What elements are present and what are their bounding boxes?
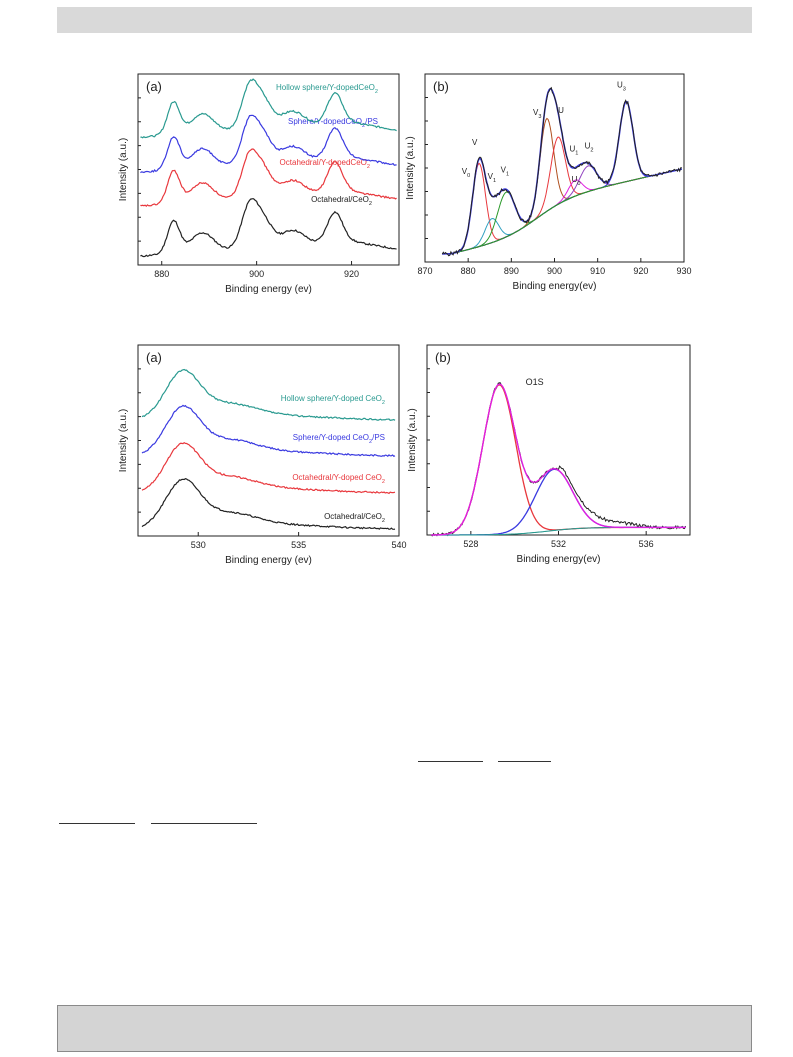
- series-line: [141, 478, 396, 530]
- ce3d-fit-xtick-label: 890: [504, 266, 519, 276]
- peak-label: U: [558, 106, 564, 115]
- ce3d-fit-ylabel: Intensity (a.u.): [405, 136, 416, 199]
- peak-label: V1: [488, 172, 496, 184]
- ce3d-stack-ylabel: Intensity (a.u.): [118, 138, 129, 201]
- ce3d-stack-xtick-label: 920: [344, 269, 359, 279]
- series-line: [141, 441, 396, 495]
- legend-label: Octahedral/CeO2: [324, 512, 385, 524]
- legend-label: Octahedral/CeO2: [311, 195, 372, 207]
- peak-label: U3: [617, 81, 626, 93]
- raw-data-line: [441, 86, 682, 257]
- ce3d-fit-xlabel: Binding energy(ev): [513, 281, 597, 292]
- fit-component: [442, 165, 682, 255]
- fit-component: [442, 136, 682, 255]
- o1s-fit-frame: [426, 344, 691, 536]
- fit-component: [442, 168, 682, 255]
- o1s-stack-xtick-label: 540: [391, 540, 406, 550]
- text-underline: [498, 761, 551, 762]
- o1s-fit-xtick-label: 528: [463, 539, 478, 549]
- legend-label: Sphere/Y-dopedCeO2/PS: [288, 117, 378, 129]
- ce3d-fit-xtick-label: 870: [417, 266, 432, 276]
- text-underline: [59, 823, 135, 824]
- o1s-fit-ylabel: Intensity (a.u.): [407, 408, 418, 471]
- ce3d-fit-xtick-label: 930: [676, 266, 691, 276]
- o1s-stack-ylabel: Intensity (a.u.): [118, 409, 129, 472]
- background-line: [442, 168, 682, 255]
- peak-label: U2: [585, 141, 594, 153]
- legend-label: Sphere/Y-doped CeO2/PS: [293, 433, 385, 445]
- fit-component: [442, 117, 682, 255]
- peak-label: U0: [572, 175, 581, 187]
- ce3d-stack-xtick-label: 900: [249, 269, 264, 279]
- o1s-fit-xlabel: Binding energy(ev): [517, 554, 601, 565]
- ce3d-fit-xtick-label: 910: [590, 266, 605, 276]
- series-line: [140, 197, 397, 258]
- o1s-stack-xlabel: Binding energy (ev): [225, 555, 312, 566]
- ce3d-stack-panel-label: (a): [146, 79, 162, 94]
- ce3d-fit-xtick-label: 920: [633, 266, 648, 276]
- o1s-annotation: O1S: [526, 377, 544, 387]
- raw-data-line: [431, 382, 687, 537]
- peak-label: V: [472, 138, 478, 147]
- series-line: [141, 404, 396, 458]
- o1s-stack-xtick-label: 535: [291, 540, 306, 550]
- series-line: [141, 368, 396, 421]
- header-bar: [57, 7, 752, 33]
- series-line: [140, 148, 397, 208]
- o1s-fit-panel-label: (b): [435, 350, 451, 365]
- peak-label: U1: [569, 145, 578, 157]
- legend-label: Octahedral/Y-dopedCeO2: [280, 158, 370, 170]
- series-line: [140, 78, 397, 139]
- footer-bar: [57, 1005, 752, 1052]
- ce3d-fit-xtick-label: 900: [547, 266, 562, 276]
- peak-label: V0: [462, 167, 470, 179]
- fit-envelope: [431, 383, 686, 536]
- o1s-fit-xtick-label: 532: [551, 539, 566, 549]
- o1s-stack-xtick-label: 530: [191, 540, 206, 550]
- fit-component: [442, 168, 682, 255]
- o1s-stack-panel-label: (a): [146, 350, 162, 365]
- peak-label: V3: [533, 108, 541, 120]
- ce3d-fit-xtick-label: 880: [461, 266, 476, 276]
- ce3d-fit-panel-label: (b): [433, 79, 449, 94]
- fit-component: [442, 168, 682, 255]
- fit-component: [431, 468, 686, 536]
- peak-label: V1: [501, 165, 509, 177]
- fit-component: [431, 384, 686, 536]
- text-underline: [418, 761, 483, 762]
- legend-label: Hollow sphere/Y-dopedCeO2: [276, 83, 378, 95]
- legend-label: Hollow sphere/Y-doped CeO2: [281, 394, 385, 406]
- ce3d-stack-xlabel: Binding energy (ev): [225, 284, 312, 295]
- fit-component: [442, 101, 682, 255]
- series-line: [140, 114, 397, 174]
- ce3d-stack-xtick-label: 880: [154, 269, 169, 279]
- legend-label: Octahedral/Y-doped CeO2: [292, 473, 385, 485]
- o1s-fit-xtick-label: 536: [639, 539, 654, 549]
- text-underline: [151, 823, 257, 824]
